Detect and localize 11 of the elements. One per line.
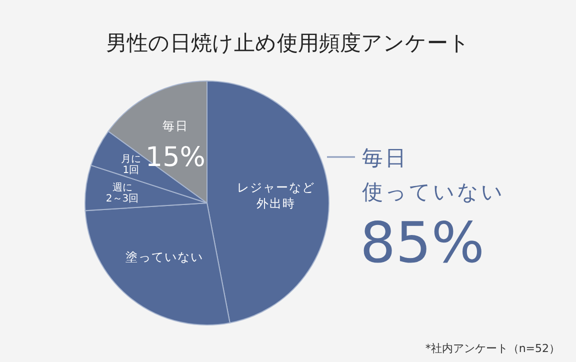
slice-label: 塗っていない: [125, 250, 204, 264]
data-label: 15%: [145, 142, 206, 174]
slice-label: 毎日: [162, 119, 188, 134]
slice-label: レジャーなど外出時: [237, 180, 316, 210]
text: 85%: [360, 211, 484, 276]
slice-label: 週に2～3回: [106, 182, 139, 204]
text: *社内アンケート（n=52）: [425, 342, 560, 355]
text: 毎日: [362, 146, 408, 170]
slice-label: 月に1回: [120, 154, 141, 176]
text: 使っていない: [362, 180, 505, 204]
chart-title: 男性の日焼け止め使用頻度アンケート: [106, 31, 470, 55]
